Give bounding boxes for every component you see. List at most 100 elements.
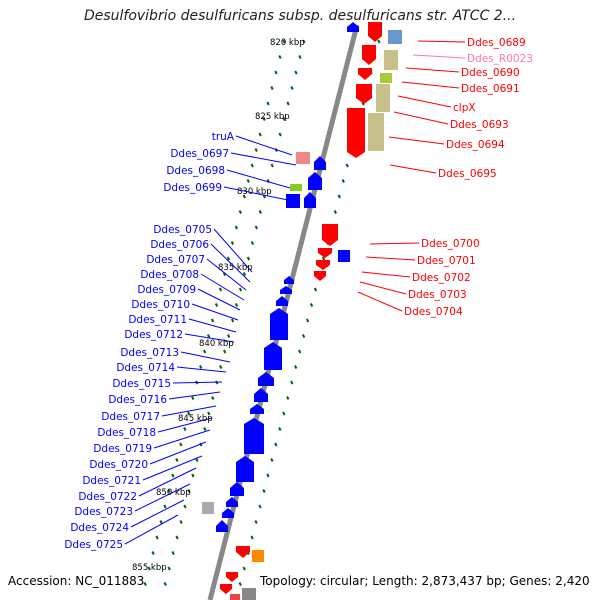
gene-feature[interactable]	[338, 250, 350, 262]
gene-label[interactable]: Ddes_0717	[101, 411, 160, 423]
gene-label[interactable]: Ddes_0721	[82, 475, 141, 487]
gene-label[interactable]: Ddes_0690	[461, 67, 520, 79]
gene-label[interactable]: Ddes_0711	[128, 314, 187, 326]
gene-label[interactable]: Ddes_0707	[146, 254, 205, 266]
gene-feature[interactable]	[296, 152, 310, 164]
gene-feature[interactable]	[236, 546, 250, 558]
gene-feature[interactable]	[314, 271, 326, 281]
gene-feature[interactable]	[230, 594, 240, 600]
gene-label[interactable]: Ddes_0701	[417, 255, 476, 267]
gene-label[interactable]: Ddes_0706	[150, 239, 209, 251]
callout-line	[388, 136, 445, 145]
gene-label[interactable]: Ddes_0720	[89, 459, 148, 471]
gene-label[interactable]: Ddes_0712	[124, 329, 183, 341]
gene-label[interactable]: Ddes_0705	[153, 224, 212, 236]
gene-label[interactable]: Ddes_R0023	[467, 53, 533, 65]
tick-mark	[250, 535, 254, 540]
gene-label[interactable]: Ddes_0693	[450, 119, 509, 131]
tick-mark	[278, 427, 282, 431]
gene-label[interactable]: Ddes_0698	[166, 165, 225, 177]
gene-label[interactable]: Ddes_0722	[78, 491, 137, 503]
gene-feature[interactable]	[216, 520, 228, 532]
gene-label[interactable]: Ddes_0700	[421, 238, 480, 250]
gene-feature[interactable]	[220, 584, 232, 594]
gene-feature[interactable]	[368, 113, 384, 151]
gene-feature[interactable]	[244, 418, 264, 454]
gene-feature[interactable]	[250, 404, 264, 414]
gene-feature[interactable]	[222, 508, 234, 518]
gene-feature[interactable]	[230, 482, 244, 496]
gene-label[interactable]: Ddes_0714	[116, 362, 175, 374]
gene-feature[interactable]	[368, 22, 382, 42]
gene-label[interactable]: Ddes_0702	[412, 272, 471, 284]
gene-label[interactable]: Ddes_0713	[120, 347, 179, 359]
gene-feature[interactable]	[280, 286, 292, 294]
gene-feature[interactable]	[388, 30, 402, 44]
gene-label[interactable]: clpX	[453, 102, 476, 114]
callout-line	[369, 242, 420, 245]
tick-mark	[294, 70, 298, 75]
kbp-label: 850 kbp	[156, 488, 191, 498]
gene-label[interactable]: Ddes_0724	[70, 522, 129, 534]
gene-label[interactable]: Ddes_0710	[131, 299, 190, 311]
gene-label[interactable]: Ddes_0697	[170, 148, 229, 160]
gene-feature[interactable]	[314, 156, 326, 170]
gene-feature[interactable]	[318, 248, 332, 258]
tick-mark	[167, 489, 171, 493]
gene-label[interactable]: Ddes_0708	[140, 269, 199, 281]
gene-label[interactable]: Ddes_0719	[93, 443, 152, 455]
gene-feature[interactable]	[362, 45, 376, 65]
callout-line	[200, 273, 245, 301]
gene-feature[interactable]	[242, 588, 256, 600]
gene-feature[interactable]	[322, 224, 338, 246]
gene-feature[interactable]	[270, 308, 288, 340]
gene-feature[interactable]	[316, 260, 330, 270]
tick-mark	[321, 256, 326, 261]
gene-label[interactable]: Ddes_0694	[446, 139, 505, 151]
kbp-label: 840 kbp	[199, 339, 234, 349]
gene-feature[interactable]	[276, 296, 288, 306]
gene-feature[interactable]	[358, 68, 372, 80]
tick-mark	[290, 86, 294, 90]
gene-feature[interactable]	[347, 108, 365, 158]
gene-feature[interactable]	[284, 276, 294, 284]
gene-feature[interactable]	[376, 84, 390, 112]
gene-label[interactable]: Ddes_0691	[461, 83, 520, 95]
callout-line	[157, 417, 213, 433]
gene-label[interactable]: Ddes_0703	[408, 289, 467, 301]
gene-feature[interactable]	[236, 456, 254, 482]
gene-feature[interactable]	[384, 50, 398, 70]
tick-mark	[246, 179, 250, 183]
gene-label[interactable]: Ddes_0699	[163, 182, 222, 194]
gene-label[interactable]: Ddes_0718	[97, 427, 156, 439]
gene-labels: Ddes_0689 Ddes_R0023 Ddes_0690 Ddes_0691clp…	[64, 37, 533, 551]
gene-feature[interactable]	[264, 342, 282, 370]
gene-feature[interactable]	[252, 550, 264, 562]
gene-feature[interactable]	[290, 184, 302, 191]
gene-feature[interactable]	[380, 73, 392, 83]
gene-label[interactable]: Ddes_0715	[112, 378, 171, 390]
gene-label[interactable]: Ddes_0725	[64, 539, 123, 551]
gene-feature[interactable]	[202, 502, 214, 514]
gene-feature[interactable]	[356, 84, 372, 104]
gene-feature[interactable]	[226, 572, 238, 582]
gene-feature[interactable]	[347, 22, 359, 32]
tick-mark	[246, 256, 251, 261]
gene-label[interactable]: Ddes_0716	[108, 394, 167, 406]
gene-label[interactable]: Ddes_0704	[404, 306, 463, 318]
gene-feature[interactable]	[308, 172, 322, 190]
gene-label[interactable]: Ddes_0723	[74, 506, 133, 518]
tick-mark	[143, 582, 147, 586]
gene-feature[interactable]	[226, 497, 238, 507]
gene-label[interactable]: truA	[212, 131, 235, 143]
gene-feature[interactable]	[286, 194, 300, 208]
gene-feature[interactable]	[304, 192, 316, 208]
gene-feature[interactable]	[254, 388, 268, 402]
gene-label[interactable]: Ddes_0695	[438, 168, 497, 180]
gene-label[interactable]: Ddes_0709	[137, 284, 196, 296]
callout-line	[359, 281, 407, 295]
gene-label[interactable]: Ddes_0689	[467, 37, 526, 49]
callout-line	[153, 429, 211, 449]
gene-feature[interactable]	[258, 372, 274, 386]
